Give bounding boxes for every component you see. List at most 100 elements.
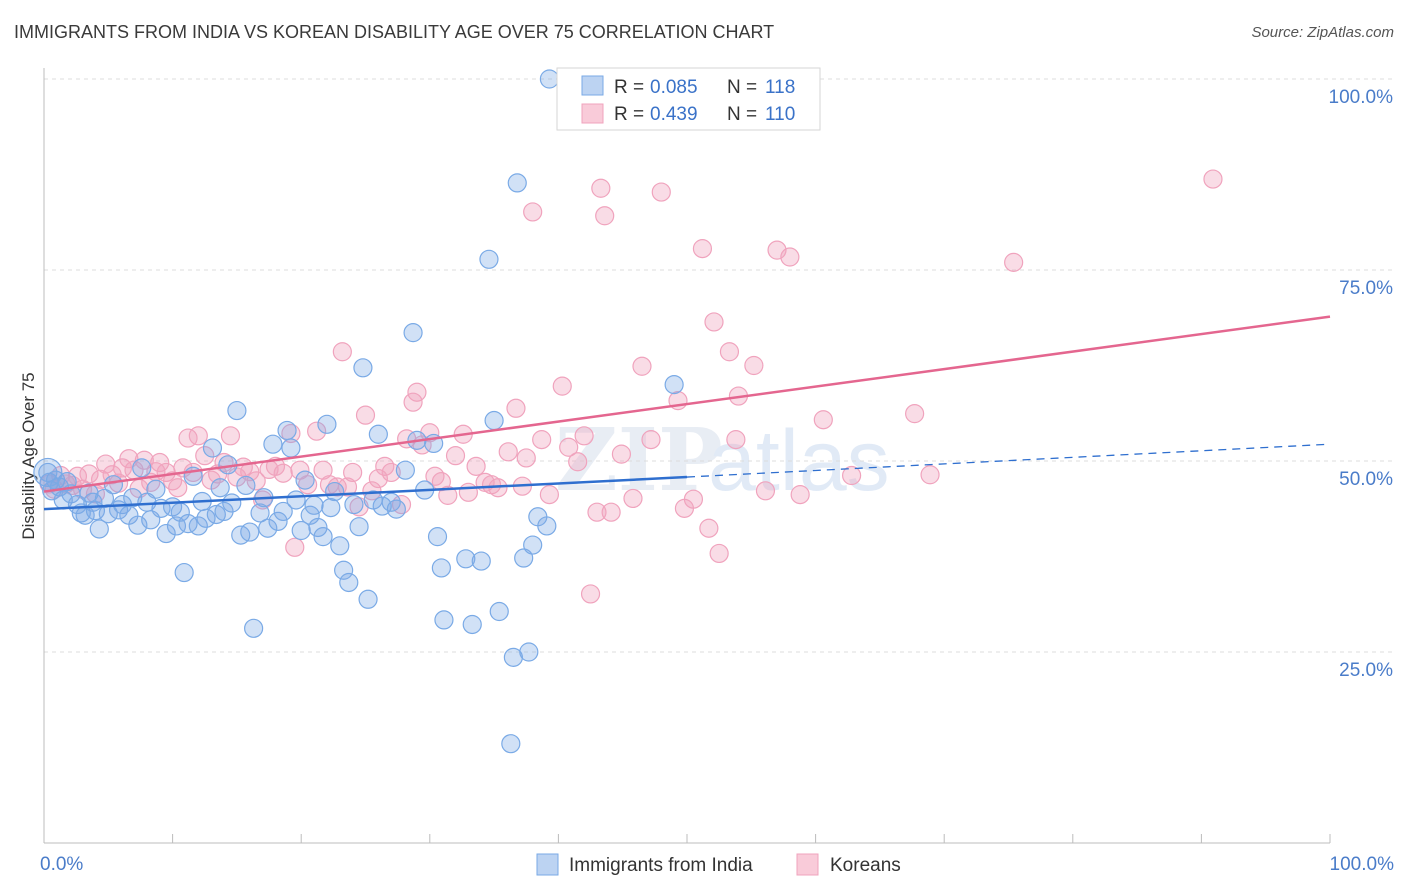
point-india-14 bbox=[89, 519, 109, 539]
point-korea-20 bbox=[150, 452, 170, 473]
point-korea-74 bbox=[498, 442, 518, 462]
point-korea-90 bbox=[611, 444, 632, 464]
point-india-99 bbox=[501, 734, 521, 754]
point-india-98 bbox=[537, 516, 557, 536]
x-tick-label-min: 0.0% bbox=[40, 854, 83, 875]
point-korea-75 bbox=[506, 398, 526, 418]
point-india-95 bbox=[519, 642, 539, 662]
point-korea-102 bbox=[719, 342, 740, 362]
point-korea-84 bbox=[574, 426, 594, 446]
point-india-38 bbox=[202, 438, 223, 458]
point-india-88 bbox=[462, 614, 482, 635]
point-korea-81 bbox=[552, 376, 572, 396]
point-korea-82 bbox=[559, 437, 579, 457]
gridlines bbox=[44, 78, 1392, 653]
point-korea-67 bbox=[445, 446, 466, 466]
point-india-28 bbox=[156, 523, 176, 544]
point-korea-106 bbox=[755, 481, 776, 501]
point-india-62 bbox=[308, 517, 328, 538]
point-korea-114 bbox=[1004, 252, 1024, 272]
point-india-58 bbox=[291, 520, 311, 541]
point-india-21 bbox=[123, 488, 143, 508]
point-korea-49 bbox=[332, 342, 352, 362]
legend-r-label-india: R = bbox=[614, 77, 644, 98]
point-india-23 bbox=[132, 458, 152, 478]
y-tick-labels: 25.0% 50.0% 75.0% 100.0% bbox=[1329, 87, 1394, 681]
point-india-22 bbox=[128, 515, 148, 535]
series-legend: Immigrants from India Koreans bbox=[536, 853, 901, 876]
point-india-0 bbox=[38, 462, 58, 483]
point-india-39 bbox=[206, 504, 226, 525]
point-india-69 bbox=[339, 572, 359, 593]
point-korea-78 bbox=[523, 202, 543, 222]
point-korea-83 bbox=[568, 452, 588, 472]
point-india-51 bbox=[258, 518, 278, 538]
point-india-52 bbox=[263, 434, 283, 454]
legend-n-value-korea: 110 bbox=[765, 104, 795, 125]
trend-line-india-extrapolated bbox=[686, 443, 1331, 478]
point-korea-86 bbox=[587, 502, 607, 522]
point-india-17 bbox=[103, 475, 124, 495]
point-korea-66 bbox=[438, 485, 458, 505]
bottom-legend-swatch-korea bbox=[796, 853, 819, 876]
point-india-65 bbox=[321, 498, 341, 518]
legend-n-value-india: 118 bbox=[765, 77, 795, 98]
point-india-40 bbox=[210, 478, 230, 498]
point-india-75 bbox=[368, 424, 388, 444]
point-korea-32 bbox=[220, 426, 241, 446]
point-korea-40 bbox=[273, 463, 293, 483]
trend-lines bbox=[43, 315, 1331, 511]
trend-line-korea bbox=[43, 315, 1331, 493]
point-korea-7 bbox=[79, 464, 99, 484]
point-korea-98 bbox=[692, 239, 713, 259]
point-india-15 bbox=[94, 488, 115, 509]
point-india-79 bbox=[395, 460, 415, 480]
point-india-35 bbox=[188, 516, 208, 536]
point-india-37 bbox=[196, 508, 216, 528]
y-tick-label-50: 50.0% bbox=[1339, 469, 1393, 490]
point-india-101 bbox=[539, 69, 559, 89]
y-tick-label-25: 25.0% bbox=[1339, 660, 1393, 681]
legend-r-value-india: 0.085 bbox=[650, 77, 698, 98]
y-tick-label-100: 100.0% bbox=[1329, 87, 1394, 108]
point-korea-70 bbox=[466, 456, 486, 476]
point-korea-85 bbox=[580, 584, 601, 604]
point-india-48 bbox=[244, 618, 264, 638]
point-india-78 bbox=[386, 499, 406, 519]
series-koreans bbox=[39, 169, 1223, 604]
point-korea-103 bbox=[726, 430, 746, 450]
point-korea-112 bbox=[920, 465, 940, 485]
point-korea-17 bbox=[134, 450, 154, 470]
legend-n-label-korea: N = bbox=[727, 104, 757, 125]
point-india-93 bbox=[507, 173, 527, 193]
point-india-102 bbox=[664, 375, 684, 395]
source-credit: Source: ZipAtlas.com bbox=[1251, 24, 1394, 41]
point-korea-89 bbox=[601, 502, 621, 522]
point-korea-57 bbox=[381, 462, 401, 483]
point-india-84 bbox=[427, 527, 448, 547]
point-india-64 bbox=[317, 414, 337, 434]
point-korea-51 bbox=[343, 462, 363, 483]
point-india-56 bbox=[281, 438, 301, 458]
point-india-73 bbox=[358, 589, 378, 609]
point-india-91 bbox=[484, 410, 504, 431]
y-axis-label: Disability Age Over 75 bbox=[19, 372, 38, 539]
point-india-53 bbox=[268, 511, 288, 531]
point-korea-94 bbox=[651, 182, 671, 202]
point-india-26 bbox=[146, 479, 166, 499]
legend-swatch-korea bbox=[581, 103, 604, 124]
point-india-59 bbox=[295, 470, 315, 490]
point-korea-42 bbox=[285, 537, 305, 557]
point-korea-79 bbox=[532, 430, 552, 450]
point-korea-113 bbox=[905, 404, 925, 424]
point-india-63 bbox=[313, 527, 333, 547]
point-india-90 bbox=[479, 249, 499, 269]
point-india-66 bbox=[325, 481, 345, 502]
point-india-44 bbox=[227, 400, 247, 421]
point-korea-61 bbox=[407, 382, 427, 402]
point-korea-23 bbox=[168, 478, 188, 498]
point-korea-109 bbox=[780, 247, 800, 267]
point-korea-93 bbox=[641, 430, 661, 450]
legend-n-label-india: N = bbox=[727, 77, 757, 98]
